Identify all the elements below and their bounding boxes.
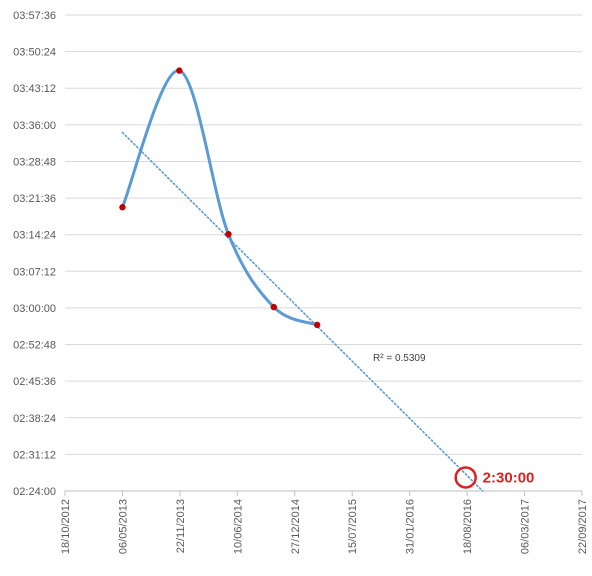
trendline [121, 131, 484, 492]
y-tick-label: 03:50:24 [13, 47, 56, 59]
y-tick-label: 03:07:12 [13, 266, 56, 278]
y-tick-label: 03:00:00 [13, 303, 56, 315]
x-axis-tick-labels: 18/10/2012 06/05/2013 22/11/2013 10/06/2014… [60, 499, 589, 554]
annotation-layer: 2:30:00 [454, 466, 535, 489]
y-tick-label: 02:24:00 [13, 486, 56, 498]
y-tick-label: 03:28:48 [13, 156, 56, 168]
annotation-label: 2:30:00 [483, 469, 535, 486]
x-tick-label: 06/05/2013 [117, 499, 129, 554]
x-tick-label: 27/12/2014 [290, 499, 302, 554]
x-tick-label: 18/10/2012 [60, 499, 72, 554]
trendline-layer: R² = 0.5309 [121, 131, 484, 492]
y-tick-label: 03:57:36 [13, 10, 56, 22]
y-tick-label: 02:52:48 [13, 340, 56, 352]
y-tick-label: 02:45:36 [13, 376, 56, 388]
y-tick-label: 03:36:00 [13, 120, 56, 132]
y-tick-label: 03:43:12 [13, 83, 56, 95]
r-squared-label: R² = 0.5309 [373, 353, 426, 364]
y-tick-label: 03:14:24 [13, 230, 56, 242]
x-tick-label: 22/09/2017 [577, 499, 589, 554]
series-layer [119, 67, 321, 329]
x-tick-label: 06/03/2017 [520, 499, 532, 554]
data-point [176, 67, 183, 74]
y-tick-label: 02:31:12 [13, 449, 56, 461]
data-point [225, 230, 232, 238]
y-axis-tick-labels: 02:24:00 02:31:12 02:38:24 02:45:36 02:52:48… [13, 10, 56, 498]
gridlines [65, 14, 582, 455]
x-tick-label: 22/11/2013 [175, 499, 187, 553]
x-axis [64, 490, 583, 496]
data-point [313, 321, 321, 329]
annotation-circle [454, 466, 477, 489]
data-point [270, 303, 278, 311]
x-tick-label: 31/01/2016 [405, 499, 417, 554]
x-tick-label: 15/07/2015 [347, 499, 359, 554]
y-tick-label: 02:38:24 [13, 413, 56, 425]
x-tick-label: 18/08/2016 [462, 499, 474, 554]
y-tick-label: 03:21:36 [13, 193, 56, 205]
x-tick-label: 10/06/2014 [232, 499, 244, 554]
data-point [119, 204, 126, 211]
